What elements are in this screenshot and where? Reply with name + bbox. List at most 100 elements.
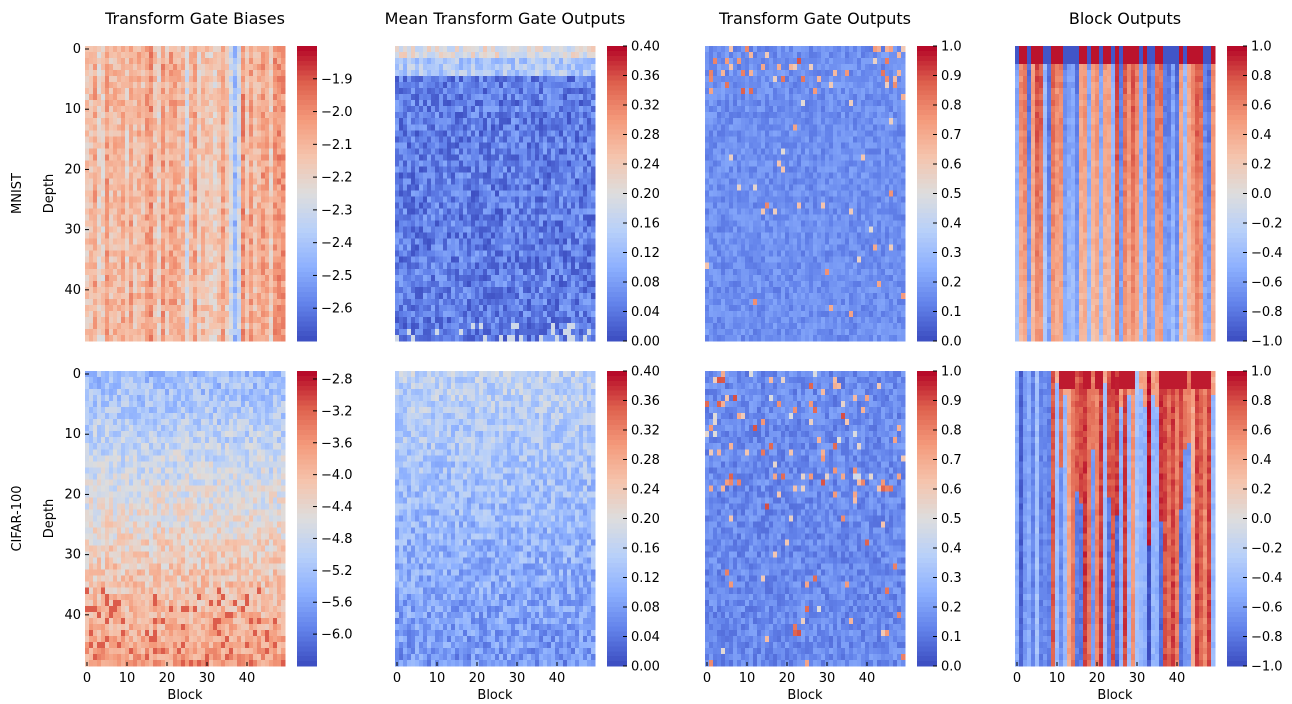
heatmap-cell <box>173 154 177 160</box>
heatmap-cell <box>591 299 595 305</box>
heatmap-cell <box>141 197 145 203</box>
heatmap-cell <box>229 64 233 70</box>
heatmap-cell <box>591 64 595 70</box>
heatmap-cell <box>415 118 419 124</box>
heatmap-cell <box>213 190 217 196</box>
heatmap-cell <box>101 245 105 251</box>
heatmap-cell <box>579 245 583 251</box>
heatmap-cell <box>85 190 89 196</box>
heatmap-cell <box>133 70 137 76</box>
heatmap-cell <box>471 251 475 257</box>
heatmap-cell <box>257 209 261 215</box>
heatmap-cell <box>451 335 455 341</box>
heatmap-cell <box>539 88 543 94</box>
heatmap-cell <box>265 76 269 82</box>
heatmap-cell <box>221 257 225 263</box>
heatmap-cell <box>455 166 459 172</box>
heatmap-cell <box>443 166 447 172</box>
heatmap-cell <box>217 166 221 172</box>
heatmap-cell <box>411 58 415 64</box>
heatmap-cell <box>527 76 531 82</box>
heatmap-cell <box>479 64 483 70</box>
heatmap-cell <box>197 329 201 335</box>
heatmap-cell <box>519 58 523 64</box>
colorbar-segment <box>297 71 317 76</box>
heatmap-cell <box>471 136 475 142</box>
heatmap-cell <box>201 329 205 335</box>
heatmap-cell <box>181 281 185 287</box>
heatmap-cell <box>165 100 169 106</box>
heatmap-cell <box>109 269 113 275</box>
heatmap-cell <box>173 275 177 281</box>
heatmap-cell <box>407 197 411 203</box>
heatmap-cell <box>475 190 479 196</box>
heatmap-cell <box>241 269 245 275</box>
heatmap-cell <box>141 184 145 190</box>
heatmap-cell <box>583 323 587 329</box>
heatmap-cell <box>153 118 157 124</box>
heatmap-cell <box>97 305 101 311</box>
heatmap-cell <box>105 76 109 82</box>
heatmap-cell <box>121 88 125 94</box>
heatmap-cell <box>535 70 539 76</box>
heatmap-cell <box>491 257 495 263</box>
heatmap-cell <box>277 64 281 70</box>
heatmap-cell <box>181 70 185 76</box>
heatmap-cell <box>197 281 201 287</box>
heatmap-cell <box>487 239 491 245</box>
heatmap-cell <box>571 190 575 196</box>
heatmap-cell <box>587 172 591 178</box>
heatmap-cell <box>153 82 157 88</box>
heatmap-cell <box>265 317 269 323</box>
heatmap-cell <box>515 118 519 124</box>
y-tick-label: 40 <box>64 283 81 298</box>
heatmap-cell <box>395 100 399 106</box>
heatmap-cell <box>523 124 527 130</box>
heatmap-cell <box>411 299 415 305</box>
heatmap-cell <box>113 299 117 305</box>
heatmap-cell <box>165 329 169 335</box>
heatmap-cell <box>479 172 483 178</box>
heatmap-cell <box>479 154 483 160</box>
heatmap-cell <box>101 112 105 118</box>
heatmap-cell <box>125 275 129 281</box>
heatmap-cell <box>487 245 491 251</box>
heatmap-cell <box>443 184 447 190</box>
heatmap-cell <box>495 70 499 76</box>
heatmap-cell <box>411 70 415 76</box>
heatmap-cell <box>209 221 213 227</box>
heatmap-cell <box>209 293 213 299</box>
heatmap-cell <box>237 136 241 142</box>
heatmap-cell <box>567 257 571 263</box>
heatmap-cell <box>591 305 595 311</box>
heatmap-cell <box>241 221 245 227</box>
heatmap-cell <box>591 94 595 100</box>
heatmap-cell <box>567 94 571 100</box>
heatmap-cell <box>201 184 205 190</box>
heatmap-cell <box>567 251 571 257</box>
heatmap-cell <box>499 305 503 311</box>
heatmap-cell <box>587 305 591 311</box>
heatmap-cell <box>237 269 241 275</box>
heatmap-cell <box>495 203 499 209</box>
heatmap-cell <box>237 335 241 341</box>
heatmap-cell <box>483 251 487 257</box>
heatmap-cell <box>193 130 197 136</box>
heatmap-cell <box>403 221 407 227</box>
heatmap-cell <box>281 287 285 293</box>
heatmap-cell <box>241 227 245 233</box>
heatmap-cell <box>145 58 149 64</box>
heatmap-cell <box>423 100 427 106</box>
colorbar-segment <box>297 203 317 208</box>
heatmap-cell <box>85 94 89 100</box>
heatmap-cell <box>177 245 181 251</box>
heatmap-cell <box>89 311 93 317</box>
heatmap-cell <box>157 293 161 299</box>
heatmap-cell <box>523 82 527 88</box>
heatmap-cell <box>499 52 503 58</box>
heatmap-cell <box>253 245 257 251</box>
heatmap-cell <box>487 329 491 335</box>
heatmap-cell <box>543 269 547 275</box>
heatmap-cell <box>431 160 435 166</box>
heatmap-cell <box>427 215 431 221</box>
